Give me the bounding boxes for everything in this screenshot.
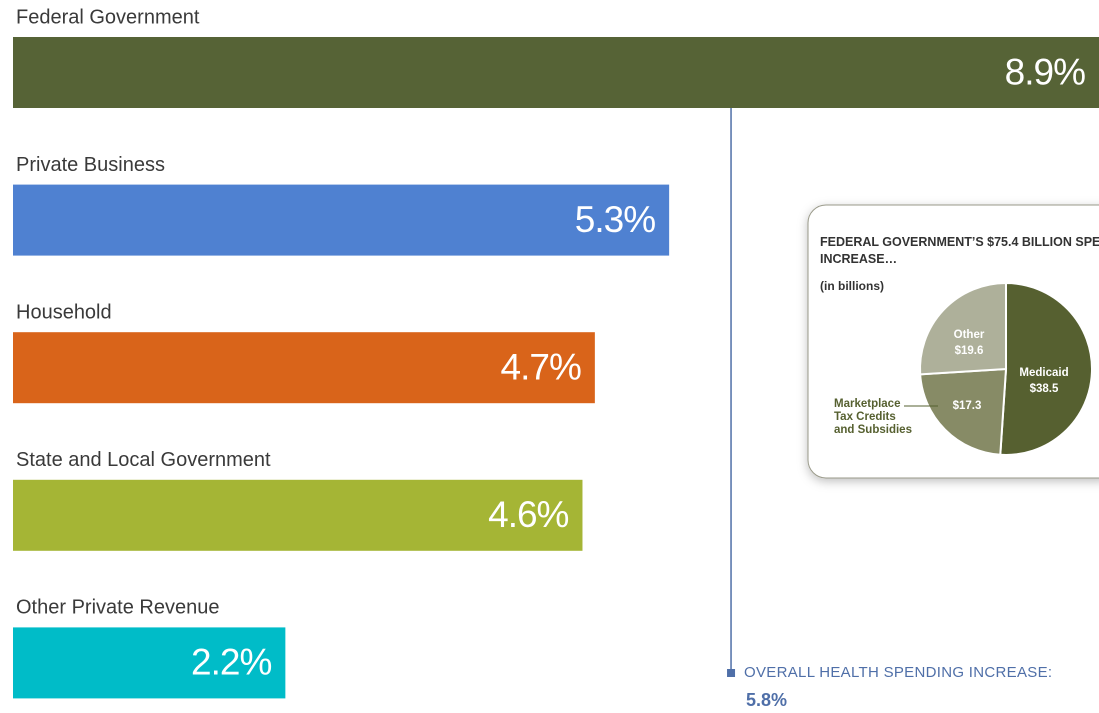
reference-value: 5.8% [746, 690, 787, 710]
category-label: Household [16, 301, 112, 323]
category-label: State and Local Government [16, 449, 271, 471]
bar [13, 332, 595, 404]
slice-category: Other [954, 329, 985, 341]
value-label: 2.2% [191, 642, 271, 683]
value-label: 4.7% [501, 346, 581, 387]
pie-title: FEDERAL GOVERNMENT’S $75.4 BILLION SPEND… [820, 235, 1099, 266]
reference-marker [727, 669, 736, 677]
category-label: Other Private Revenue [16, 597, 219, 619]
bar [13, 479, 583, 551]
value-label: 4.6% [488, 494, 568, 535]
category-label: Private Business [16, 154, 165, 176]
pie-slice [919, 367, 1008, 456]
slice-category: Medicaid [1019, 367, 1068, 379]
category-label: Federal Government [16, 6, 200, 28]
slice-category: Marketplace Tax Credits and Subsidies [834, 398, 912, 436]
pie-slice [919, 281, 1007, 376]
value-label: 5.3% [575, 199, 655, 240]
bar [13, 37, 1099, 108]
reference-label: OVERALL HEALTH SPENDING INCREASE: [744, 664, 1052, 681]
slice-value: $19.6 [955, 345, 984, 357]
slice-value: $17.3 [953, 400, 982, 412]
slice-value: $38.5 [1030, 383, 1059, 395]
pie-subtitle: (in billions) [820, 279, 884, 293]
pie-slice [999, 281, 1093, 456]
value-label: 8.9% [1005, 51, 1085, 92]
bar [13, 627, 286, 699]
bar [13, 184, 670, 256]
